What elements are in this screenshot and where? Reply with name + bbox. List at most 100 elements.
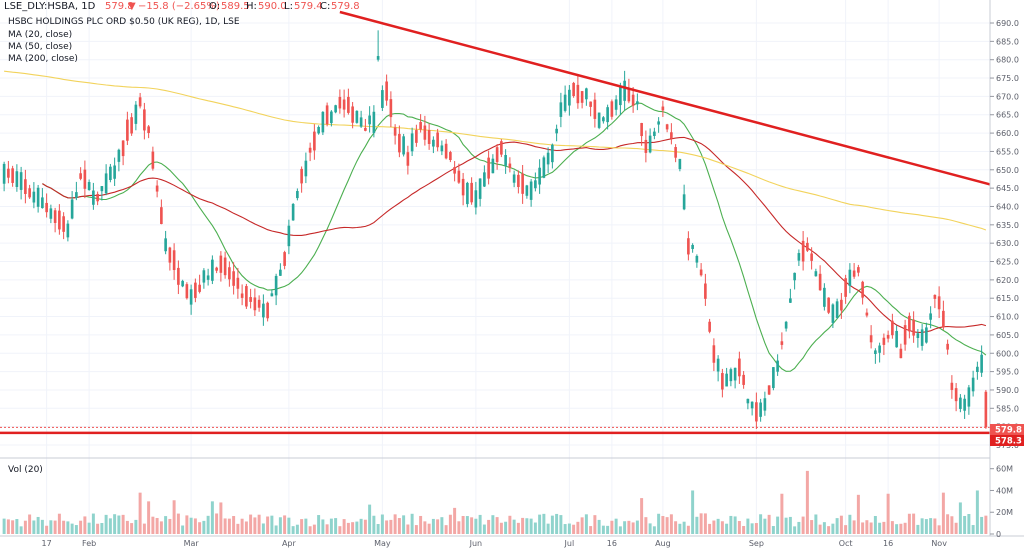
volume-bar [240, 518, 244, 534]
volume-bar [342, 519, 346, 534]
price-axis[interactable]: 575.0580.0585.0590.0595.0600.0605.0610.0… [990, 19, 1019, 450]
trendline-layer[interactable] [0, 10, 991, 435]
candle-body [228, 267, 231, 280]
candle-body [746, 398, 750, 404]
candle-body [708, 321, 711, 332]
candle-body [279, 269, 282, 276]
volume-bar [11, 520, 15, 534]
candle-body [215, 267, 218, 271]
candle-body [980, 354, 983, 373]
candle-body [848, 269, 852, 286]
candle-body [776, 360, 779, 372]
volume-bar [912, 513, 916, 534]
volume-bar [844, 525, 848, 534]
candle-body [903, 325, 907, 345]
candle-body [427, 130, 431, 144]
candle-body [784, 321, 788, 329]
candle-body [937, 296, 941, 310]
volume-bar [465, 516, 469, 534]
price-tick-label: 635.0 [996, 221, 1019, 230]
ma50-legend[interactable]: MA (50, close) [8, 42, 72, 52]
volume-bar [648, 523, 652, 534]
candle-body [62, 216, 65, 232]
moving-average-layer [4, 70, 987, 372]
volume-bar [708, 523, 712, 534]
candle-body [725, 373, 728, 387]
candle-body [780, 341, 784, 345]
candle-body [946, 343, 949, 350]
volume-bar [674, 521, 678, 534]
candle-body [398, 133, 401, 153]
volume-bar [215, 513, 219, 534]
ma20-legend[interactable]: MA (20, close) [8, 30, 72, 40]
candle-body [304, 160, 308, 177]
indicator-legend[interactable]: HSBC HOLDINGS PLC ORD $0.50 (UK REG), 1D… [8, 17, 240, 64]
candle-body [32, 191, 36, 203]
volume-bar [176, 513, 180, 534]
volume-bar [380, 514, 384, 534]
price-tick-label: 590.0 [996, 386, 1019, 395]
volume-bar [474, 518, 478, 534]
volume-bar [227, 518, 231, 534]
volume-bar [750, 523, 754, 534]
candle-body [381, 90, 384, 108]
symbol-header[interactable]: LSE_DLY:HSBA, 1D 579.8 ▼ −15.8 (−2.65%) … [4, 1, 360, 12]
volume-bar [142, 523, 146, 534]
candle-body [878, 345, 881, 353]
candle-body [657, 121, 660, 125]
candle-body [376, 56, 380, 60]
volume-bar [308, 526, 312, 534]
volume-bar [414, 525, 418, 534]
volume-bar [899, 523, 903, 534]
volume-bar [810, 520, 814, 534]
candle-body [971, 377, 975, 392]
candle-body [470, 182, 473, 203]
candle-body [793, 272, 796, 281]
volume-bar [453, 507, 457, 534]
volume-bar [6, 519, 10, 534]
high-label: H: [246, 1, 257, 12]
candle-body [682, 194, 686, 210]
support-price-label: 578.3 [995, 437, 1022, 447]
ma50-line [42, 136, 987, 333]
volume-bar [737, 521, 741, 534]
candle-body [738, 358, 741, 377]
candle-body [729, 369, 733, 382]
candle-body [291, 203, 295, 221]
volume-bar [23, 520, 27, 534]
volume-legend[interactable]: Vol (20) [8, 465, 43, 475]
symbol-interval[interactable]: LSE_DLY:HSBA, 1D [4, 1, 96, 12]
candle-body [500, 141, 503, 155]
candle-body [869, 335, 873, 343]
candle-body [491, 158, 495, 174]
candle-body [742, 374, 745, 385]
volume-bar [125, 520, 129, 534]
instrument-name[interactable]: HSBC HOLDINGS PLC ORD $0.50 (UK REG), 1D… [8, 17, 240, 27]
volume-bar [193, 518, 197, 534]
candle-body [517, 174, 520, 188]
candle-body [461, 178, 465, 196]
candle-body [181, 280, 184, 287]
candle-body [104, 173, 108, 194]
candle-body [253, 297, 257, 311]
candle-body [325, 105, 329, 125]
volume-axis[interactable]: 0 20M 40M 60M [990, 465, 1013, 539]
candle-body [283, 252, 286, 266]
price-tick-label: 610.0 [996, 313, 1019, 322]
volume-bar [28, 514, 32, 534]
time-tick-label: Nov [931, 539, 947, 548]
candle-body [631, 94, 635, 106]
volume-bar [389, 519, 393, 534]
volume-bar [261, 523, 265, 534]
candle-body [58, 210, 61, 230]
time-tick-label: Feb [82, 539, 96, 548]
time-tick-label: May [374, 539, 391, 548]
ma200-legend[interactable]: MA (200, close) [8, 54, 78, 64]
candle-body [206, 275, 210, 280]
time-axis[interactable]: 17 Feb Mar Apr May Jun Jul 16 Aug Sep Oct 16 Nov [42, 539, 948, 548]
candle-body [797, 253, 801, 261]
candle-body [41, 197, 44, 209]
volume-bar [729, 515, 733, 534]
volume-bar [368, 504, 372, 534]
